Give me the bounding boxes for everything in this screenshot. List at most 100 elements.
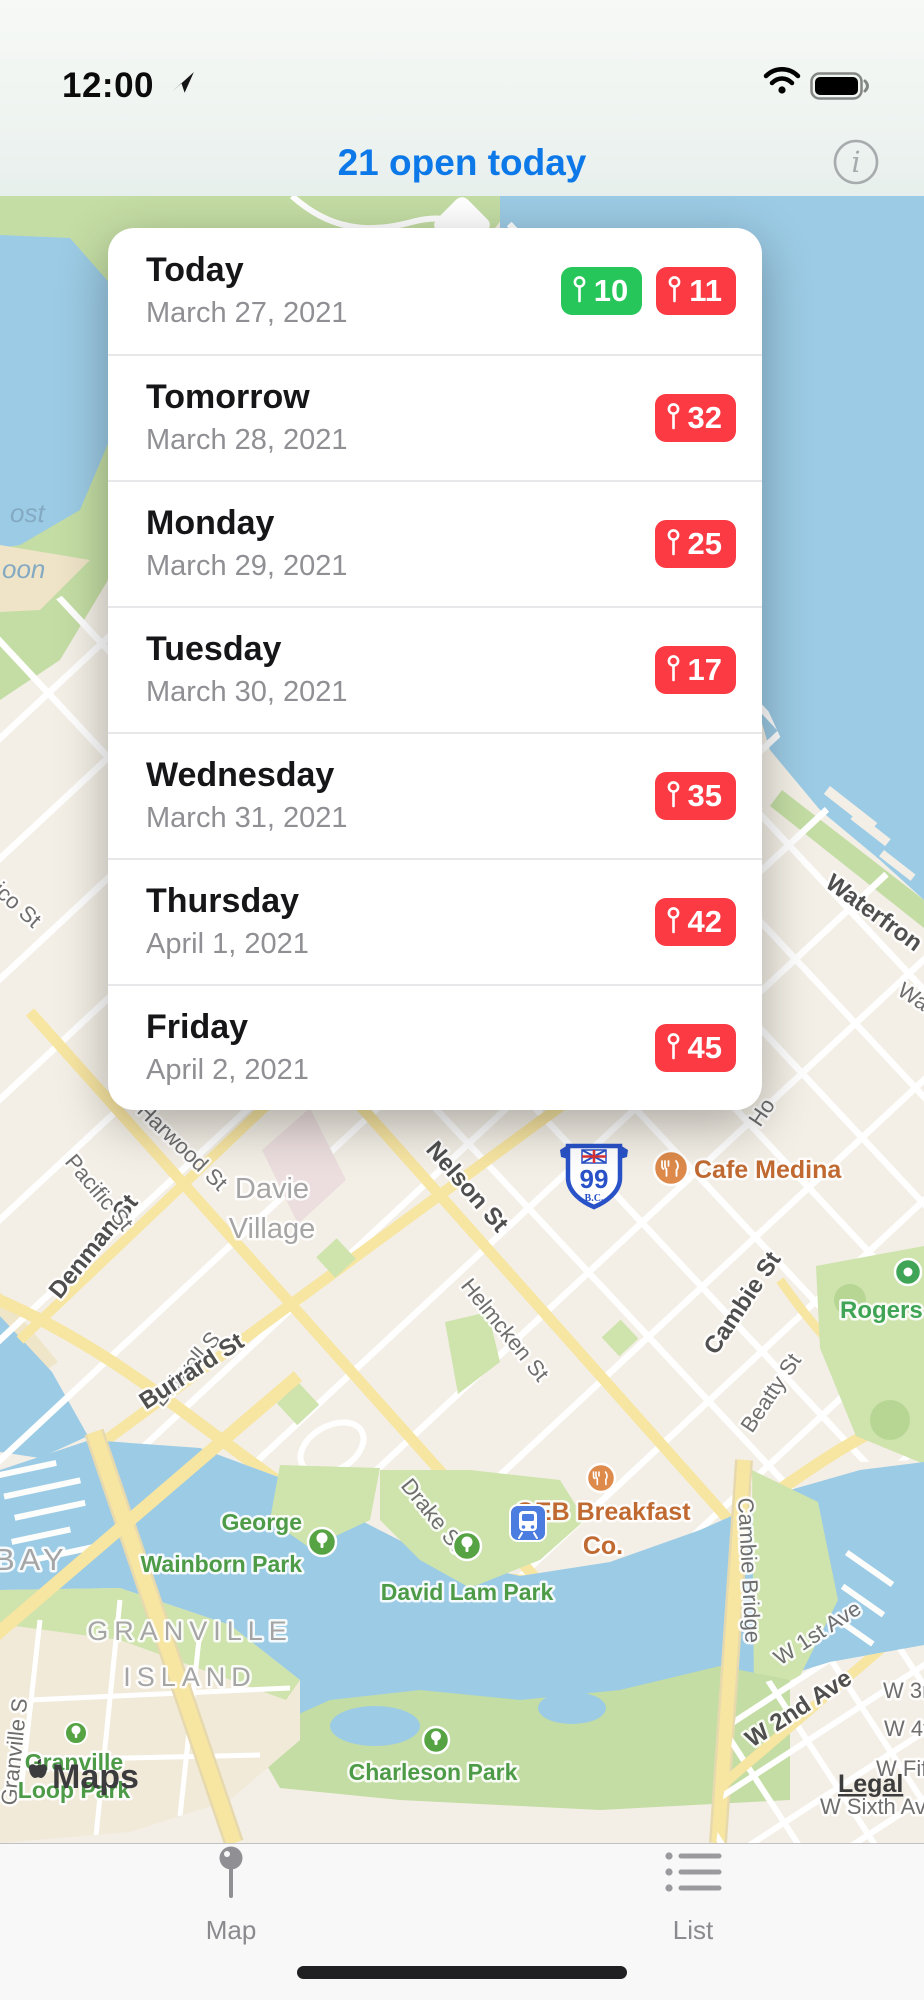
booked-count-badge: 45: [654, 1024, 736, 1072]
day-row-wednesday[interactable]: Wednesday March 31, 2021 35: [108, 732, 762, 858]
coopers-park: [752, 1470, 838, 1696]
days-popover: Today March 27, 2021 10 11 Tomorrow Marc…: [108, 228, 762, 1110]
map-label-david-lam-park: David Lam Park: [381, 1579, 554, 1605]
map-label-wfifth: W Fifth: [876, 1756, 924, 1781]
info-glyph: i: [851, 145, 860, 179]
day-title: Wednesday: [146, 756, 335, 795]
maps-logo-text: Maps: [52, 1758, 139, 1796]
badge-count: 17: [687, 652, 722, 687]
lost-lagoon-water: [0, 235, 120, 548]
bridges: [0, 1371, 753, 1843]
booked-count-badge: 42: [654, 898, 736, 946]
highway-99-shield: 99 B.C.: [560, 1143, 628, 1210]
map-label-lagoon: oon: [2, 554, 45, 584]
map-label-village: Village: [229, 1213, 316, 1245]
map-label-george: George: [221, 1509, 302, 1535]
pond: [330, 1706, 420, 1746]
tree-poi-granville-loop[interactable]: [64, 1721, 88, 1745]
day-title: Tomorrow: [146, 378, 310, 417]
tree-poi-wainborn[interactable]: [306, 1526, 338, 1558]
tab-list[interactable]: List: [593, 1844, 793, 1946]
map-label-granville-loop-2: Loop Park: [18, 1777, 131, 1803]
pin-icon: [573, 276, 586, 303]
english-bay-water: [0, 1316, 88, 1458]
apple-logo-icon: [29, 1759, 47, 1778]
day-row-today[interactable]: Today March 27, 2021 10 11: [108, 228, 762, 354]
map-label-davie: Davie: [235, 1173, 309, 1205]
beach-sand: [0, 545, 90, 612]
map-label-granville-st: Granville S: [0, 1697, 32, 1807]
day-row-tomorrow[interactable]: Tomorrow March 28, 2021 32: [108, 354, 762, 480]
open-count-badge: 10: [560, 267, 643, 315]
booked-count-badge: 11: [656, 267, 736, 315]
day-date: March 31, 2021: [146, 801, 348, 834]
map-label-granville-island-1: GRANVILLE: [87, 1616, 293, 1646]
day-date: March 29, 2021: [146, 549, 348, 582]
booked-count-badge: 25: [654, 520, 736, 568]
day-date: March 28, 2021: [146, 423, 348, 456]
booked-count-badge: 17: [654, 646, 736, 694]
wifi-icon: [763, 67, 801, 94]
home-indicator[interactable]: [297, 1966, 627, 1979]
trees: [834, 1284, 866, 1316]
w2nd-ave-road: [716, 1645, 924, 1796]
burrard-inlet-water: [500, 196, 924, 900]
map-label-wsixth: W Sixth Ave: [820, 1794, 924, 1819]
day-title: Today: [146, 251, 244, 290]
pin-icon: [667, 907, 679, 934]
day-date: March 27, 2021: [146, 296, 348, 329]
day-title: Friday: [146, 1008, 249, 1047]
day-date: April 2, 2021: [146, 1053, 309, 1086]
map-pin-icon: [219, 1846, 243, 1898]
badge-count: 11: [689, 273, 722, 308]
map-label-w3rd: W 3rd: [883, 1678, 924, 1703]
booked-count-badge: 35: [654, 772, 736, 820]
day-title: Monday: [146, 504, 275, 543]
david-lam-park: [380, 1470, 585, 1588]
location-arrow-icon: [172, 72, 194, 93]
badge-count: 25: [687, 526, 722, 561]
tab-map[interactable]: Map: [131, 1844, 331, 1946]
day-title: Tuesday: [146, 630, 282, 669]
cafe-medina-poi[interactable]: [652, 1149, 690, 1187]
pin-icon: [667, 781, 679, 808]
day-title: Thursday: [146, 882, 300, 921]
map-label-english-bay: BAY: [0, 1542, 69, 1577]
day-date: April 1, 2021: [146, 927, 309, 960]
list-icon: [665, 1852, 722, 1892]
map-label-charleson-park: Charleson Park: [349, 1759, 518, 1785]
transit-station-icon[interactable]: [509, 1504, 547, 1542]
shield-region: B.C.: [585, 1193, 604, 1204]
day-row-thursday[interactable]: Thursday April 1, 2021 42: [108, 858, 762, 984]
info-button[interactable]: i: [832, 138, 880, 186]
tab-list-label: List: [672, 1915, 714, 1945]
map-label-wainborn-park: Wainborn Park: [141, 1551, 303, 1577]
shield-number: 99: [580, 1164, 609, 1194]
pond: [538, 1692, 606, 1724]
map-label-w4th: W 4th: [884, 1716, 924, 1741]
badge-count: 32: [687, 400, 722, 435]
oeb-breakfast-poi[interactable]: [585, 1462, 617, 1494]
day-row-monday[interactable]: Monday March 29, 2021 25: [108, 480, 762, 606]
wainborn-park: [270, 1465, 380, 1548]
map-label-cafe-medina: Cafe Medina: [694, 1156, 842, 1184]
badge-count: 45: [687, 1030, 722, 1065]
day-date: March 30, 2021: [146, 675, 348, 708]
rogers-arena-poi[interactable]: [893, 1257, 923, 1287]
trees: [870, 1400, 910, 1440]
map-label-granville-island-2: ISLAND: [123, 1662, 257, 1692]
page-title[interactable]: 21 open today: [337, 142, 587, 183]
badge-count: 10: [593, 273, 629, 308]
tree-poi-david-lam[interactable]: [451, 1530, 483, 1562]
day-row-tuesday[interactable]: Tuesday March 30, 2021 17: [108, 606, 762, 732]
pin-icon: [667, 403, 679, 430]
piers: [823, 786, 916, 881]
day-row-friday[interactable]: Friday April 2, 2021 45: [108, 984, 762, 1110]
tree-poi-charleson[interactable]: [421, 1725, 451, 1755]
pin-icon: [667, 1033, 679, 1060]
island-green: [0, 1588, 300, 1700]
map-label-rogers-arena: Rogers A: [840, 1297, 924, 1324]
legal-link[interactable]: Legal: [838, 1770, 903, 1798]
map-label-oeb-2: Co.: [583, 1532, 623, 1560]
maps-attribution: Maps: [29, 1758, 139, 1796]
